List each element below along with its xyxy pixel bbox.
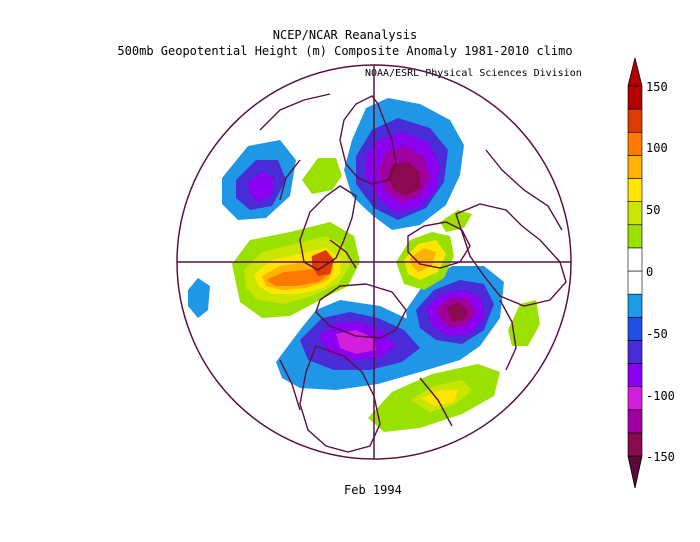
colorbar-bottom-arrow	[627, 455, 643, 489]
colorbar-label-neg50: -50	[646, 327, 668, 341]
anomaly-fill	[188, 98, 540, 432]
negative-anomaly-north-america	[276, 300, 480, 390]
colorbar-box	[627, 340, 643, 364]
positive-anomaly-east-small	[508, 300, 540, 346]
coastlines	[259, 93, 567, 453]
colorbar-label-neg100: -100	[646, 389, 675, 403]
colorbar-label-100: 100	[646, 141, 668, 155]
colorbar-box	[627, 409, 643, 434]
colorbar-box	[627, 316, 643, 341]
colorbar-label-neg150: -150	[646, 450, 675, 464]
positive-anomaly-north	[302, 158, 342, 194]
negative-anomaly-europe	[406, 266, 504, 356]
colorbar-label-0: 0	[646, 265, 654, 279]
colorbar-box	[627, 131, 643, 156]
negative-anomaly-west-small	[188, 278, 210, 318]
colorbar-box	[627, 108, 643, 133]
colorbar-box	[627, 224, 643, 249]
colorbar-box	[627, 270, 643, 295]
colorbar-box	[627, 293, 643, 318]
colorbar-boxes	[627, 85, 643, 457]
colorbar-box	[627, 85, 643, 110]
colorbar-box	[627, 386, 643, 411]
colorbar-top-arrow	[627, 57, 643, 87]
colorbar-label-50: 50	[646, 203, 661, 217]
colorbar-box	[627, 178, 643, 202]
credit-label: NOAA/ESRL Physical Sciences Division	[365, 68, 582, 79]
positive-anomaly-southeast	[368, 364, 500, 432]
colorbar-box	[627, 432, 643, 457]
negative-anomaly-pacific	[222, 140, 296, 220]
graticule	[176, 64, 572, 460]
title-line-1: NCEP/NCAR Reanalysis	[272, 28, 418, 42]
colorbar-label-150: 150	[646, 80, 668, 94]
colorbar-box	[627, 247, 643, 272]
date-label: Feb 1994	[344, 483, 402, 497]
title-line-2: 500mb Geopotential Height (m) Composite …	[117, 44, 573, 58]
positive-anomaly-northeast	[440, 210, 472, 232]
colorbar-box	[627, 363, 643, 387]
colorbar-box	[627, 201, 643, 226]
colorbar-box	[627, 155, 643, 179]
